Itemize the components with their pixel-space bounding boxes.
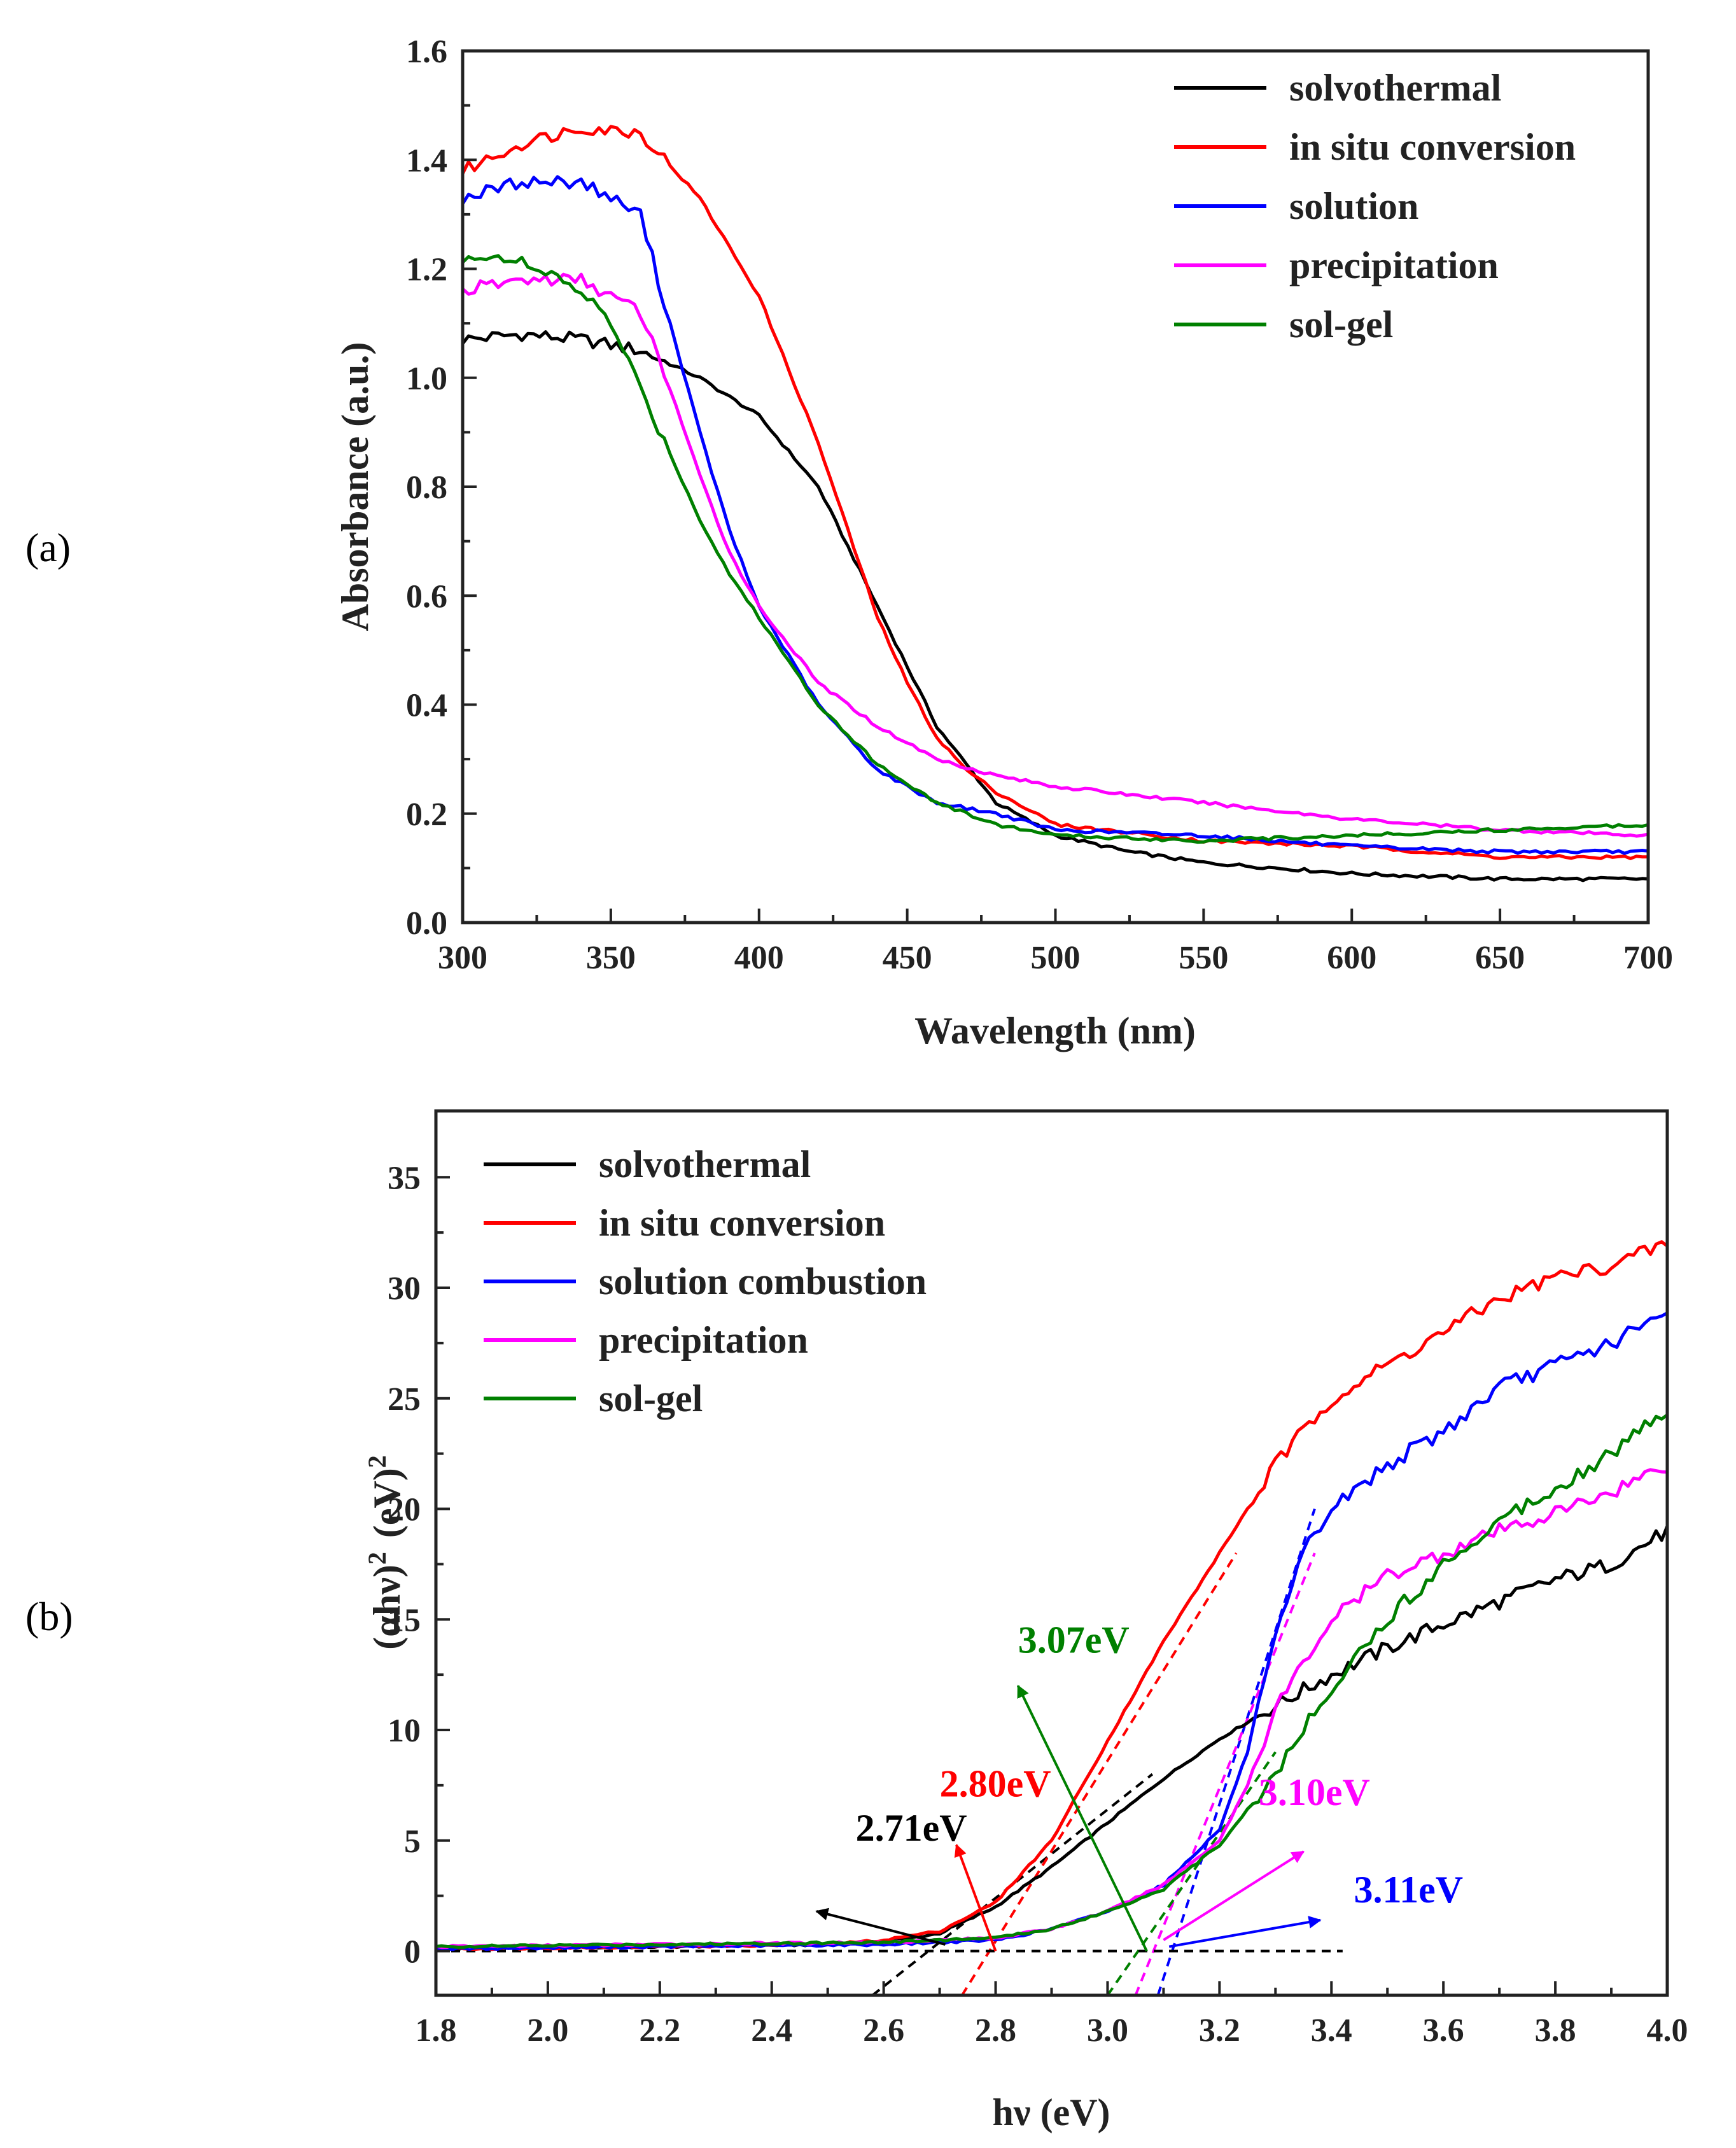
series-line-precipitation (461, 272, 1649, 838)
x-tick-label: 4.0 (1647, 2012, 1688, 2049)
chart-a: (a) 300 350 400 450 500 550 600 650 700 0.0 0.2 0.4… (25, 34, 1673, 1052)
y-tick-label: 10 (388, 1713, 421, 1749)
series-line-solvothermal (461, 330, 1649, 882)
tangent-line (1134, 1552, 1316, 1996)
legend-label: in situ conversion (599, 1202, 885, 1244)
y-tick-label: 5 (404, 1824, 421, 1860)
x-tick-label: 2.2 (639, 2012, 680, 2049)
x-tick-label: 500 (1031, 940, 1081, 976)
x-tick-label: 550 (1179, 940, 1228, 976)
x-tick-label: 1.8 (416, 2012, 457, 2049)
x-tick-label: 650 (1475, 940, 1525, 976)
tangent-line (1106, 1751, 1277, 1997)
series-line-solvothermal (435, 1525, 1669, 1951)
legend-label: sol-gel (1289, 303, 1393, 345)
annotation-label: 3.07eV (1018, 1619, 1130, 1661)
annotation-label: 3.11eV (1354, 1869, 1463, 1911)
y-tick-label: 0.6 (406, 578, 447, 615)
x-tick-label: 2.6 (863, 2012, 904, 2049)
y-tick-label: 1.6 (406, 34, 447, 70)
x-tick-label: 450 (883, 940, 932, 976)
series-line-sol-gel (461, 254, 1649, 844)
y-axis-label-b-unit: (eV) (366, 1468, 408, 1538)
legend-label: precipitation (599, 1319, 808, 1361)
series-line-in-situ-conversion (461, 125, 1648, 860)
x-tick-label: 300 (438, 940, 487, 976)
y-tick-label: 1.0 (406, 361, 447, 397)
x-tick-label: 3.6 (1423, 2012, 1464, 2049)
legend-b: solvothermal in situ conversion solution c… (484, 1143, 927, 1419)
legend-label: in situ conversion (1289, 126, 1576, 168)
chart-b: (b) 1.8 2.0 2.2 2.4 2.6 2.8 3.0 3.2 3.4 3.6 3.8 4.0… (25, 1109, 1688, 2133)
legend-label: solvothermal (1289, 67, 1501, 109)
y-axis-label-b: (αhν)2(eV)2 (363, 1455, 409, 1650)
y-tick-label: 1.4 (406, 143, 447, 179)
y-tick-label: 35 (388, 1160, 421, 1196)
annotation-arrow (815, 1907, 946, 1946)
y-axis-label-b-sup1: 2 (363, 1552, 391, 1565)
y-tick-label: 30 (388, 1271, 421, 1307)
tangent-line (1156, 1508, 1316, 1996)
x-tick-label: 2.8 (975, 2012, 1016, 2049)
x-axis-label-a: Wavelength (nm) (914, 1010, 1196, 1052)
annotation-arrow (1168, 1916, 1322, 1948)
x-tick-label: 700 (1623, 940, 1673, 976)
y-tick-label: 0.2 (406, 797, 447, 833)
legend-label: solution (1289, 185, 1418, 227)
legend-label: precipitation (1289, 244, 1499, 286)
x-axis-label-b: hν (eV) (992, 2091, 1110, 2133)
plot-frame-a (461, 49, 1650, 924)
y-tick-label: 0.4 (406, 688, 447, 724)
x-tick-label: 3.4 (1311, 2012, 1352, 2049)
y-axis-label-b-sup2: 2 (363, 1455, 391, 1468)
tangent-line (871, 1773, 1154, 1997)
annotation-label: 2.71eV (856, 1807, 967, 1849)
series-line-precipitation (435, 1468, 1668, 1949)
panel-label-a: (a) (25, 525, 71, 570)
y-tick-label: 20 (388, 1492, 421, 1528)
tangent-line (961, 1552, 1238, 1997)
annotation-arrow (954, 1843, 997, 1952)
y-tick-label: 0.0 (406, 905, 447, 942)
x-tick-label: 400 (734, 940, 784, 976)
x-tick-label: 600 (1327, 940, 1376, 976)
annotation-arrow (1016, 1684, 1148, 1952)
annotation-label: 2.80eV (940, 1762, 1051, 1804)
panel-label-b: (b) (25, 1594, 73, 1639)
y-tick-label: 0.8 (406, 470, 447, 506)
legend-label: solvothermal (599, 1143, 811, 1185)
y-axis-label-b-base: (αhν) (366, 1565, 408, 1650)
x-tick-label: 2.4 (751, 2012, 792, 2049)
series-line-solution (461, 175, 1649, 855)
y-tick-label: 0 (404, 1934, 421, 1970)
x-tick-label: 3.2 (1199, 2012, 1240, 2049)
legend-label: solution combustion (599, 1260, 927, 1302)
y-axis-label-a: Absorbance (a.u.) (334, 342, 376, 631)
x-tick-label: 3.8 (1535, 2012, 1576, 2049)
legend-label: sol-gel (599, 1377, 703, 1419)
annotation-label: 3.10eV (1259, 1771, 1370, 1813)
legend-a: solvothermal in situ conversion solution pr… (1174, 67, 1576, 345)
series-line-sol-gel (435, 1413, 1669, 1949)
x-tick-label: 3.0 (1087, 2012, 1128, 2049)
y-tick-label: 1.2 (406, 252, 447, 288)
x-tick-label: 2.0 (527, 2012, 568, 2049)
annotation-arrow (1163, 1850, 1305, 1941)
y-tick-label: 25 (388, 1381, 421, 1418)
x-tick-label: 350 (586, 940, 636, 976)
y-tick-label: 15 (388, 1602, 421, 1638)
